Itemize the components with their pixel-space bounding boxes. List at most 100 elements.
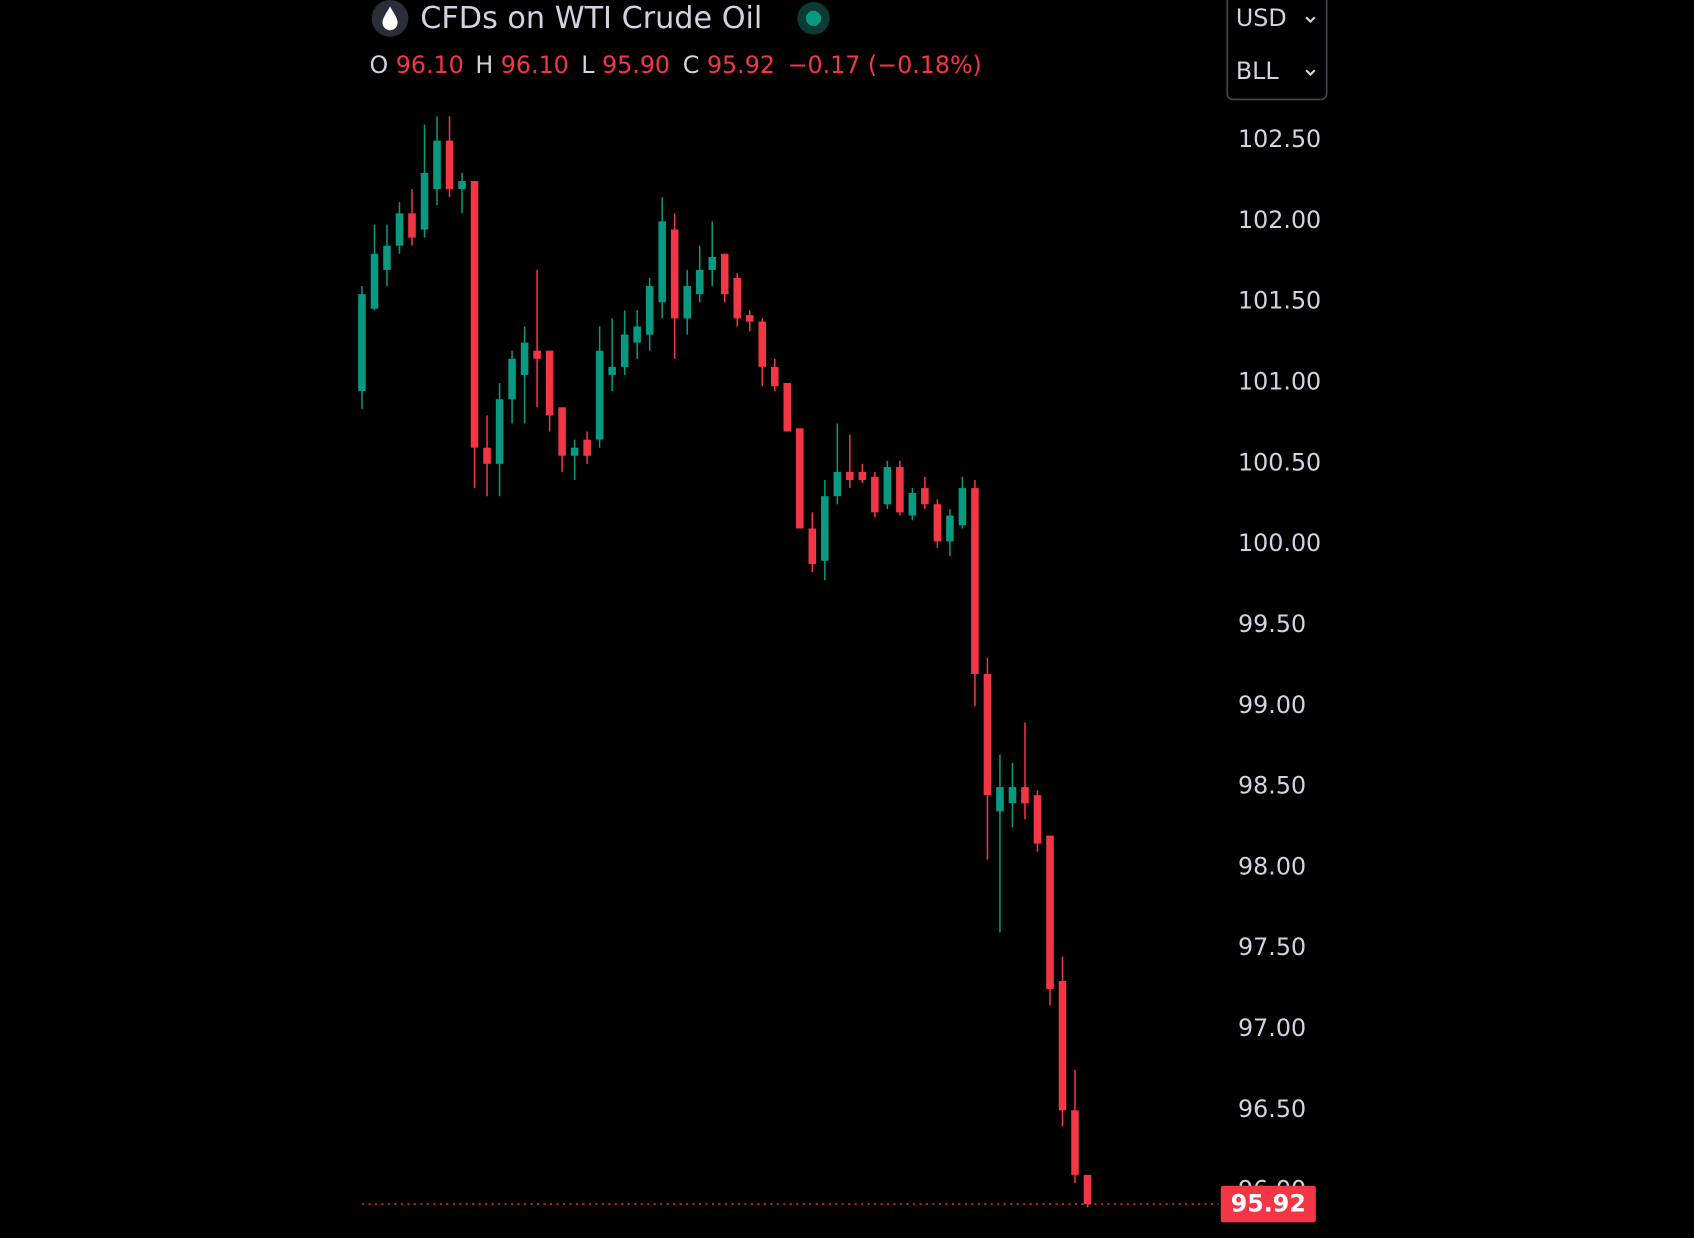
candle-body [720, 253, 729, 295]
candle-body [921, 488, 929, 505]
legend-value: 95.92 [707, 50, 775, 78]
candle-body [358, 294, 366, 392]
legend-key: O [370, 50, 389, 78]
plot-area [358, 116, 1219, 1208]
legend-value: 96.10 [501, 50, 569, 78]
legend-key: H [475, 50, 493, 78]
candle-body [1083, 1174, 1092, 1205]
candle-body [821, 496, 829, 561]
currency-label[interactable]: USD [1236, 4, 1287, 32]
unit-dropdown[interactable]: BLL [1236, 57, 1316, 85]
chevron [1305, 16, 1316, 24]
candle-body [808, 528, 817, 565]
unit-selector [1226, 0, 1328, 101]
last-price-label: 95.92 [1231, 1190, 1306, 1218]
candle-body [1008, 787, 1017, 804]
legend-change: −0.17 (−0.18%) [788, 50, 982, 78]
ohlc-legend: O 96.10 H 96.10 L 95.90 C 95.92 −0.17 (−… [370, 50, 982, 78]
candle-body [658, 221, 666, 303]
candle-body [445, 140, 454, 190]
candle-body [483, 447, 491, 464]
candle-body [558, 407, 566, 456]
candle-body [958, 488, 967, 526]
candle-body [583, 439, 591, 456]
y-tick-label: 98.50 [1238, 772, 1306, 800]
candle-body [1058, 981, 1067, 1111]
candle-body [470, 181, 479, 448]
candle-body [1071, 1110, 1079, 1175]
status-dot-inner [805, 10, 822, 26]
candle-body [745, 315, 754, 322]
candle-body [971, 488, 979, 674]
candle-body [633, 326, 641, 343]
candle-body [545, 350, 554, 416]
candle-body [608, 366, 616, 375]
candle-body [858, 471, 867, 481]
y-tick-label: 96.50 [1238, 1095, 1306, 1123]
candle-body [570, 447, 579, 456]
unit-label[interactable]: BLL [1236, 57, 1280, 85]
candle-body [1021, 787, 1029, 804]
candle-body [983, 673, 992, 796]
candle-body [871, 476, 879, 513]
y-tick-label: 98.00 [1238, 852, 1306, 880]
symbol-title: CFDs on WTI Crude Oil [420, 1, 762, 36]
candle-body [533, 350, 541, 359]
droplet [382, 6, 398, 31]
candle-body [933, 504, 942, 542]
legend-value: 95.90 [602, 50, 670, 78]
candle-body [520, 342, 529, 375]
y-tick-label: 97.00 [1238, 1014, 1306, 1042]
candle-body [758, 321, 767, 367]
candle-body [683, 286, 691, 319]
candle-body [495, 399, 504, 464]
candle-body [883, 467, 892, 505]
candle-body [383, 245, 391, 270]
price-axis: 96.0096.5097.0097.5098.0098.5099.0099.50… [1238, 125, 1321, 1204]
y-tick-label: 102.50 [1238, 125, 1321, 153]
candle-body [670, 229, 679, 319]
y-tick-label: 97.50 [1238, 933, 1306, 961]
y-tick-label: 100.50 [1238, 448, 1321, 476]
candle-body [458, 181, 466, 190]
y-tick-label: 102.00 [1238, 206, 1321, 234]
candle-body [420, 172, 429, 230]
legend-key: C [683, 50, 700, 78]
y-tick-label: 100.00 [1238, 529, 1321, 557]
candle-body [846, 471, 854, 481]
candle-body [908, 492, 917, 516]
chevron [1305, 69, 1316, 77]
candle-body [733, 277, 742, 319]
last-price-tag: 95.92 [1220, 1185, 1316, 1223]
candle-body [996, 787, 1004, 812]
candle-body [595, 350, 604, 440]
candle-body [783, 383, 792, 432]
legend-value: 96.10 [396, 50, 464, 78]
candle-body [1046, 835, 1054, 990]
candle-body [796, 428, 804, 529]
candle-body [1033, 795, 1042, 844]
candle-body [508, 358, 516, 400]
y-tick-label: 101.00 [1238, 368, 1321, 396]
candle-body [708, 256, 717, 270]
candle-body [620, 334, 629, 367]
y-tick-label: 99.50 [1238, 610, 1306, 638]
candle-body [408, 213, 416, 238]
candle-body [645, 286, 654, 335]
candle-body [433, 140, 441, 190]
candle-body [946, 515, 954, 542]
y-tick-label: 101.50 [1238, 287, 1321, 315]
candle-body [370, 253, 379, 309]
candle-body [695, 269, 704, 295]
candle-body [395, 213, 404, 246]
last-price-box [1220, 1185, 1316, 1223]
candle-body [770, 366, 779, 387]
legend-key: L [581, 50, 595, 78]
candle-body [833, 471, 842, 497]
candle-body [896, 467, 904, 513]
y-tick-label: 99.00 [1238, 691, 1306, 719]
currency-dropdown[interactable]: USD [1236, 4, 1316, 32]
